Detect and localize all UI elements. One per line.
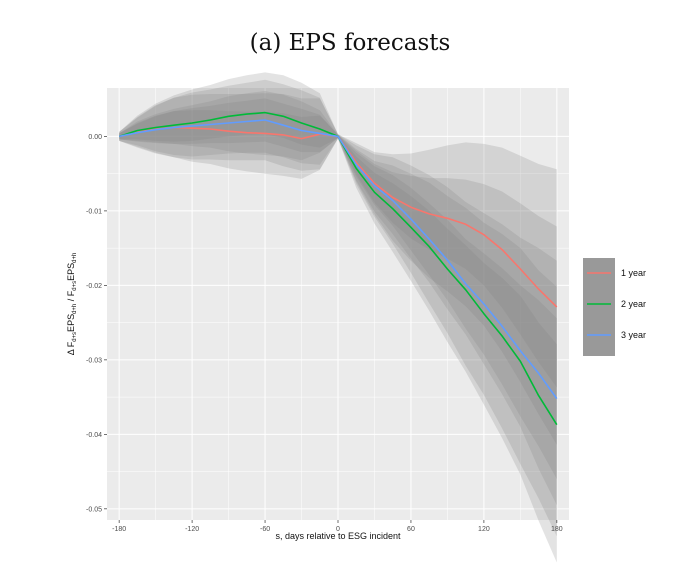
- y-axis-label-sub: d+h: [72, 253, 78, 263]
- series-line: [119, 119, 558, 400]
- y-tick-label: -0.01: [86, 208, 102, 215]
- confidence-band-inner: [119, 110, 557, 388]
- y-axis-label-sub: d+h: [72, 304, 78, 314]
- y-axis-label: Δ Fd+sEPSd+h / Fd+sEPSd+h: [66, 253, 78, 356]
- confidence-band-outer: [119, 79, 557, 537]
- legend: 1 year 2 year 3 year: [583, 258, 646, 356]
- y-axis-label-sub: d+s: [72, 281, 78, 291]
- y-axis-ticks: 0.00 -0.01 -0.02 -0.03 -0.04 -0.05: [86, 134, 107, 513]
- x-tick-label: 120: [478, 526, 490, 533]
- x-tick-label: 180: [551, 526, 563, 533]
- y-axis-label-part: Δ F: [66, 341, 76, 355]
- y-tick-label: -0.03: [86, 357, 102, 364]
- x-axis-ticks: -180 -120 -60 0 60 120 180: [112, 520, 563, 533]
- legend-label: 3 year: [621, 330, 646, 340]
- y-tick-label: 0.00: [88, 134, 102, 141]
- x-tick-label: 60: [407, 526, 415, 533]
- x-tick-label: -180: [112, 526, 126, 533]
- y-tick-label: -0.02: [86, 283, 102, 290]
- y-axis-label-part: / F: [66, 290, 76, 304]
- x-tick-label: 0: [336, 526, 340, 533]
- legend-label: 2 year: [621, 299, 646, 309]
- confidence-band-inner: [119, 91, 557, 506]
- y-tick-label: -0.04: [86, 432, 102, 439]
- y-axis-label-sub: d+s: [72, 332, 78, 342]
- x-axis-label: s, days relative to ESG incident: [275, 531, 401, 541]
- confidence-band-outer: [119, 93, 557, 445]
- x-tick-label: -60: [260, 526, 270, 533]
- legend-label: 1 year: [621, 268, 646, 278]
- chart-title: (a) EPS forecasts: [249, 30, 451, 56]
- series-lines: [118, 111, 558, 426]
- confidence-band-outer: [119, 72, 557, 563]
- y-axis-label-part: EPS: [66, 263, 76, 281]
- y-tick-label: -0.05: [86, 506, 102, 513]
- y-axis-label-part: EPS: [66, 314, 76, 332]
- legend-key-background: [583, 258, 615, 356]
- x-tick-label: -120: [185, 526, 199, 533]
